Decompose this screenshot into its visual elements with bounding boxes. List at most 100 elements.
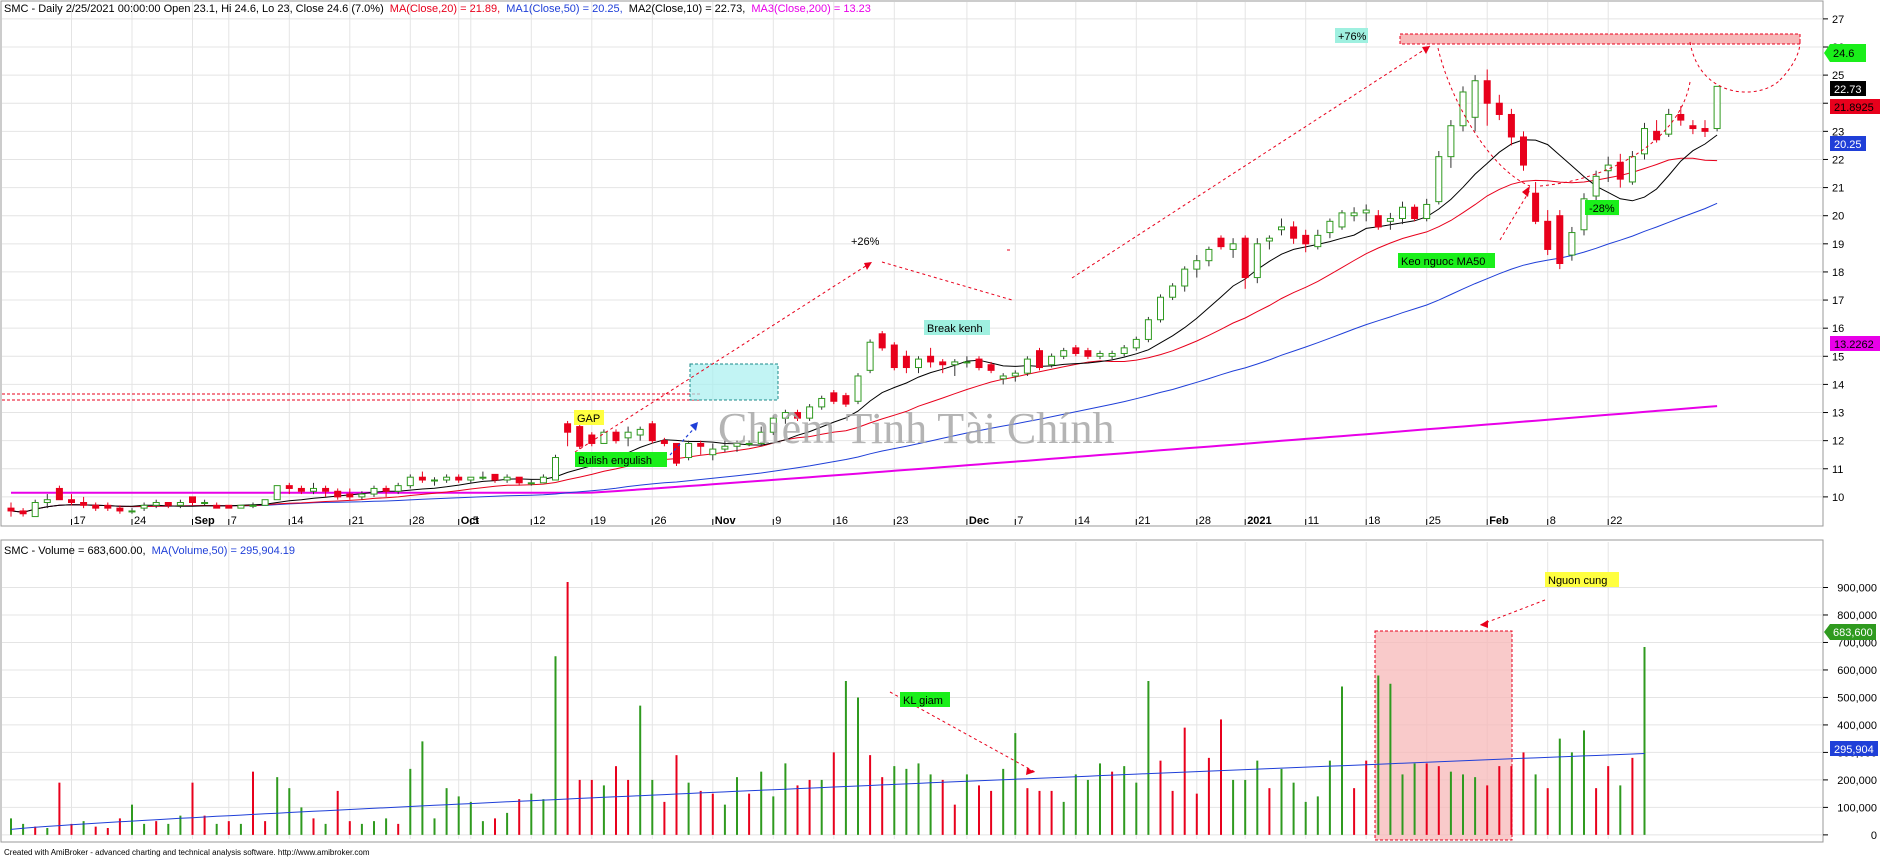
candle-body: [322, 487, 330, 492]
candle: [394, 482, 402, 495]
candle-body: [1302, 234, 1310, 245]
candle: [1302, 229, 1310, 253]
candle: [455, 474, 463, 483]
candle: [818, 395, 826, 410]
candle-body: [43, 499, 51, 504]
candle: [19, 508, 27, 517]
candle: [939, 359, 947, 374]
candle-body: [624, 431, 632, 439]
candle: [1144, 316, 1152, 343]
candle: [1290, 221, 1298, 244]
candle: [915, 356, 922, 374]
candle-body: [1435, 156, 1443, 203]
ma200-line: [11, 405, 1718, 494]
candle: [1435, 151, 1443, 205]
price-tick-label: 22: [1832, 154, 1844, 166]
label-supply: Nguon cung: [1545, 572, 1619, 587]
candle-body: [249, 504, 257, 507]
date-tick-label: 19: [594, 515, 606, 527]
date-tick-label: 16: [836, 515, 848, 527]
candle-body: [842, 395, 850, 405]
date-tick-label: 14: [1078, 515, 1090, 527]
candle: [491, 473, 499, 483]
svg-text:20.25: 20.25: [1834, 139, 1862, 151]
candle-body: [939, 361, 947, 366]
candle: [213, 502, 221, 509]
candle: [539, 474, 547, 484]
candle-body: [902, 355, 910, 369]
date-tick-label: 7: [231, 515, 237, 527]
candle: [346, 488, 354, 500]
candle-body: [261, 499, 269, 506]
candle-body: [7, 507, 15, 512]
candle-body: [588, 434, 596, 444]
candle: [1689, 120, 1697, 135]
date-tick-label: 25: [1429, 515, 1441, 527]
candle: [927, 347, 935, 368]
candle: [1072, 345, 1080, 357]
candle: [1423, 198, 1431, 222]
candle-body: [1338, 212, 1346, 228]
date-tick-label: Dec: [969, 515, 989, 527]
price-header: SMC - Daily 2/25/2021 00:00:00 Open 23.1…: [4, 3, 871, 15]
candle-body: [794, 412, 801, 419]
svg-text:Nguon cung: Nguon cung: [1548, 575, 1607, 587]
candle-body: [733, 442, 741, 447]
candle-body: [1132, 338, 1140, 349]
candle: [1314, 229, 1322, 250]
candle: [721, 440, 729, 452]
candle-body: [297, 487, 305, 492]
candle: [951, 359, 959, 376]
candle-body: [769, 417, 777, 433]
candle-body: [1616, 161, 1624, 180]
candle-body: [201, 502, 209, 505]
svg-text:24.6: 24.6: [1833, 48, 1854, 60]
candle: [1023, 356, 1031, 376]
candle-body: [539, 476, 547, 484]
candle: [1386, 212, 1394, 230]
price-tick-label: 27: [1832, 14, 1844, 26]
svg-text:Break kenh: Break kenh: [927, 323, 983, 335]
date-tick-label: 11: [1308, 515, 1319, 527]
candle: [31, 499, 39, 518]
candle: [1278, 218, 1285, 236]
date-tick-label: 8: [1550, 515, 1556, 527]
candle-body: [334, 490, 342, 498]
candle-body: [636, 428, 644, 436]
candle-body: [152, 502, 160, 506]
candle: [806, 404, 814, 421]
volume-tick-label: 500,000: [1837, 692, 1877, 704]
candle: [1701, 120, 1709, 137]
candle: [140, 502, 148, 511]
label-pullback-ma50: Keo nguoc MA50: [1398, 253, 1495, 268]
candle: [382, 485, 390, 497]
candle: [769, 415, 777, 436]
price-tick-label: 16: [1832, 323, 1844, 335]
candle-body: [1096, 352, 1104, 357]
candle-body: [1411, 206, 1419, 220]
candle-body: [19, 510, 27, 515]
candle-body: [648, 423, 656, 442]
candle-body: [346, 493, 354, 498]
volume-tick-label: 600,000: [1837, 665, 1877, 677]
volume-tick-label: 800,000: [1837, 610, 1877, 622]
volume-bars: [10, 581, 1646, 835]
candle: [104, 502, 112, 511]
candle: [866, 339, 874, 374]
badge-volume-ma: 295,904: [1830, 741, 1878, 756]
candle-body: [310, 487, 317, 492]
candle-body: [1386, 218, 1394, 222]
price-tick-label: 17: [1832, 295, 1844, 307]
candle-body: [854, 375, 862, 402]
candle: [1616, 153, 1624, 188]
candle-body: [806, 406, 814, 419]
candle-body: [1217, 237, 1225, 248]
label-up-26: +26%: [851, 236, 880, 248]
volume-ma-path: [10, 753, 1645, 830]
candlestick-series: [7, 69, 1721, 518]
candle: [1447, 120, 1455, 168]
candle: [1157, 294, 1164, 323]
candle: [418, 471, 426, 483]
candle-body: [927, 355, 935, 363]
